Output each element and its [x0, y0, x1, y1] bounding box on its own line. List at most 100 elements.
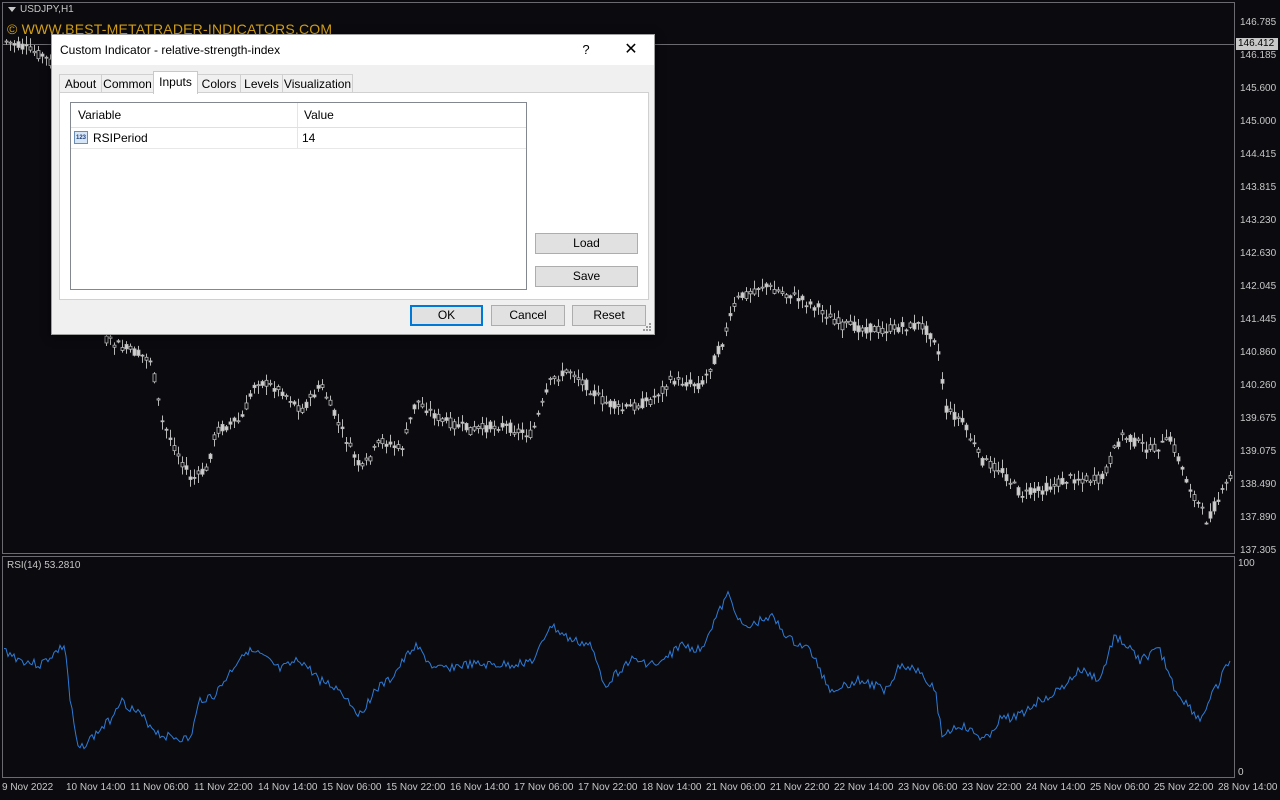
price-axis-label: 143.815	[1240, 182, 1277, 193]
candle-body	[840, 321, 845, 331]
candle-body	[812, 307, 817, 311]
candle-body	[780, 291, 785, 294]
candle-body	[1208, 511, 1213, 519]
candle-body	[1008, 482, 1013, 485]
candle-body	[264, 379, 269, 387]
candle-body	[1228, 475, 1233, 479]
candle-body	[768, 284, 773, 287]
candle-body	[968, 438, 973, 441]
time-axis-label: 11 Nov 06:00	[130, 782, 189, 793]
candle-body	[1080, 478, 1085, 484]
candle-body	[300, 407, 305, 413]
candle-body	[1116, 441, 1121, 447]
tab-about[interactable]: About	[59, 74, 102, 93]
candle-body	[252, 384, 257, 389]
value-column-header[interactable]: Value	[304, 108, 334, 122]
candle-body	[204, 466, 209, 471]
candle-body	[836, 317, 841, 324]
tab-levels[interactable]: Levels	[240, 74, 283, 93]
candle-body	[1140, 442, 1145, 444]
candle-body	[124, 344, 129, 350]
tab-colors[interactable]: Colors	[197, 74, 241, 93]
candle-body	[544, 389, 549, 393]
tab-inputs[interactable]: Inputs	[153, 71, 198, 94]
candle-body	[632, 402, 637, 411]
candle-body	[4, 40, 9, 43]
rsi-chart-frame	[2, 556, 1235, 778]
candle-body	[676, 377, 681, 380]
value-cell[interactable]: 14	[302, 131, 316, 145]
candle-body	[304, 401, 309, 409]
candle-body	[368, 456, 373, 462]
candle-body	[832, 318, 837, 325]
candle-body	[980, 457, 985, 466]
tab-common[interactable]: Common	[101, 74, 154, 93]
candle-body	[324, 396, 329, 399]
cancel-button[interactable]: Cancel	[491, 305, 565, 326]
candle-body	[416, 400, 421, 403]
candle-body	[808, 301, 813, 305]
ok-button[interactable]: OK	[410, 305, 483, 326]
candle-body	[788, 295, 793, 299]
candle-body	[952, 411, 957, 420]
candle-body	[476, 425, 481, 429]
variable-column-header[interactable]: Variable	[78, 108, 122, 122]
candle-body	[1028, 487, 1033, 495]
candle-body	[20, 43, 25, 50]
price-axis-label: 142.630	[1240, 248, 1277, 259]
candle-body	[156, 398, 161, 401]
candle-body	[1048, 486, 1053, 490]
resize-grip-icon[interactable]	[642, 322, 652, 332]
candle-body	[404, 428, 409, 434]
table-row[interactable]: 123 RSIPeriod 14	[71, 128, 526, 149]
reset-button[interactable]: Reset	[572, 305, 646, 326]
price-axis-label: 145.000	[1240, 116, 1277, 127]
column-divider[interactable]	[297, 103, 298, 127]
rsi-scale-bottom: 0	[1238, 767, 1244, 778]
candle-body	[588, 393, 593, 396]
candle-body	[220, 423, 225, 432]
candle-body	[1092, 474, 1097, 482]
candle-body	[1052, 483, 1057, 487]
candle-body	[1216, 499, 1221, 502]
variable-cell: RSIPeriod	[93, 131, 148, 145]
candle-body	[348, 442, 353, 447]
help-button[interactable]: ?	[582, 42, 590, 57]
load-button[interactable]: Load	[535, 233, 638, 254]
candle-body	[412, 404, 417, 410]
candle-body	[672, 380, 677, 385]
dialog-titlebar[interactable]: Custom Indicator - relative-strength-ind…	[52, 35, 654, 65]
candle-body	[756, 288, 761, 290]
candle-body	[1084, 475, 1089, 481]
candle-body	[108, 336, 113, 339]
candle-body	[1016, 487, 1021, 496]
candle-body	[664, 386, 669, 390]
candle-body	[400, 448, 405, 450]
candle-body	[312, 394, 317, 398]
candle-body	[224, 426, 229, 431]
tab-visualization[interactable]: Visualization	[282, 74, 353, 93]
candle-body	[232, 417, 237, 422]
candle-body	[700, 380, 705, 385]
candle-body	[1108, 455, 1113, 464]
candle-body	[1196, 502, 1201, 504]
candle-body	[1076, 478, 1081, 481]
candle-body	[164, 428, 169, 431]
candle-body	[536, 412, 541, 415]
candle-body	[228, 421, 233, 425]
candle-body	[816, 303, 821, 308]
price-axis-label: 141.445	[1240, 314, 1277, 325]
candle-body	[296, 405, 301, 412]
candle-body	[972, 442, 977, 445]
save-button[interactable]: Save	[535, 266, 638, 287]
inputs-grid[interactable]: Variable Value 123 RSIPeriod 14	[70, 102, 527, 290]
time-axis-label: 23 Nov 06:00	[898, 782, 958, 793]
candle-body	[736, 295, 741, 298]
candle-body	[320, 384, 325, 388]
candle-body	[548, 378, 553, 380]
price-axis-label: 137.305	[1240, 545, 1277, 556]
close-button[interactable]: ✕	[624, 41, 638, 58]
candle-body	[1136, 438, 1141, 441]
